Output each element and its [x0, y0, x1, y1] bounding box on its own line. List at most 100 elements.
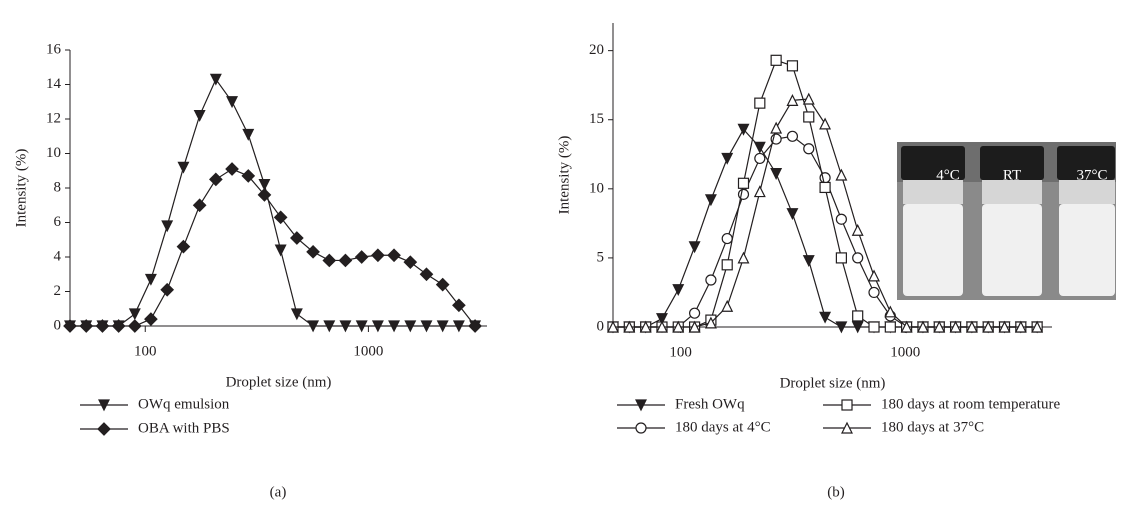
x-tick-label: 1000 [353, 343, 383, 359]
marker [835, 213, 847, 225]
marker [965, 320, 978, 333]
marker [111, 319, 126, 333]
legend-label: OBA with PBS [138, 420, 230, 436]
marker [721, 259, 733, 271]
bottle [980, 146, 1044, 296]
marker [307, 320, 320, 333]
marker [306, 244, 320, 259]
marker [819, 181, 831, 194]
y-axis-label: Intensity (%) [13, 149, 29, 228]
marker [737, 123, 750, 136]
marker [1031, 320, 1044, 333]
marker [339, 320, 352, 333]
marker [63, 319, 77, 333]
marker [160, 282, 175, 297]
marker [419, 267, 434, 282]
marker [144, 312, 158, 326]
marker [786, 208, 799, 221]
marker [802, 255, 815, 268]
marker [835, 321, 848, 334]
y-tick-label: 16 [46, 41, 62, 57]
x-tick-label: 100 [134, 343, 157, 359]
marker [868, 286, 880, 299]
photo-label: RT [1003, 167, 1021, 183]
marker [420, 320, 433, 333]
marker [404, 320, 417, 333]
x-axis-label: Droplet size (nm) [226, 374, 332, 390]
marker [452, 320, 465, 333]
marker [355, 320, 368, 333]
marker [819, 117, 832, 130]
y-tick-label: 10 [589, 180, 604, 196]
marker [144, 273, 157, 286]
marker [803, 143, 815, 155]
y-tick-label: 5 [597, 249, 605, 265]
legend-marker [97, 422, 111, 436]
marker [835, 252, 847, 264]
bottle [901, 146, 965, 296]
marker [354, 250, 369, 264]
marker [656, 313, 668, 326]
marker [705, 274, 717, 286]
marker [241, 169, 256, 183]
marker [916, 320, 929, 333]
legend-marker [635, 399, 647, 412]
y-axis-label: Intensity (%) [556, 136, 572, 215]
marker [851, 321, 864, 334]
marker [623, 320, 636, 333]
marker [95, 319, 110, 333]
marker [656, 320, 668, 333]
marker [721, 299, 734, 312]
photo-label: 4°C [936, 167, 960, 183]
marker [819, 311, 832, 324]
marker [704, 194, 717, 207]
y-tick-label: 4 [54, 248, 62, 264]
marker [639, 320, 652, 333]
legend-label: 180 days at 4°C [675, 419, 771, 435]
marker [949, 320, 962, 333]
y-tick-label: 20 [589, 42, 604, 58]
marker [852, 252, 864, 264]
marker [933, 320, 946, 333]
panel-label: (b) [827, 484, 845, 500]
y-tick-label: 10 [46, 145, 61, 161]
marker [688, 320, 701, 333]
marker [802, 92, 815, 105]
legend-marker [841, 399, 853, 411]
legend-label: 180 days at 37°C [881, 419, 984, 435]
marker [468, 319, 482, 333]
marker [258, 178, 271, 191]
marker [900, 320, 913, 333]
marker [737, 177, 750, 189]
marker [770, 121, 783, 134]
marker [803, 111, 815, 123]
marker [786, 130, 799, 142]
marker [161, 220, 174, 233]
x-tick-label: 100 [669, 344, 692, 360]
marker [753, 185, 766, 198]
series-line [70, 168, 476, 327]
marker [176, 239, 191, 254]
legend-marker [98, 399, 110, 412]
marker [193, 109, 206, 122]
marker [192, 198, 207, 213]
y-tick-label: 6 [54, 214, 62, 230]
y-tick-label: 2 [54, 283, 62, 299]
y-tick-label: 8 [54, 179, 62, 195]
marker [770, 168, 783, 180]
marker [403, 255, 418, 270]
bottle [1057, 146, 1115, 296]
marker [672, 284, 685, 297]
marker [688, 241, 701, 254]
marker [388, 320, 401, 333]
legend-marker [841, 421, 853, 434]
x-tick-label: 1000 [890, 344, 920, 360]
x-axis-label: Droplet size (nm) [780, 375, 886, 391]
y-tick-label: 0 [597, 318, 605, 334]
marker [273, 210, 288, 225]
y-tick-label: 0 [54, 317, 62, 333]
legend-marker [635, 422, 647, 434]
marker [851, 223, 864, 236]
marker [290, 231, 304, 245]
